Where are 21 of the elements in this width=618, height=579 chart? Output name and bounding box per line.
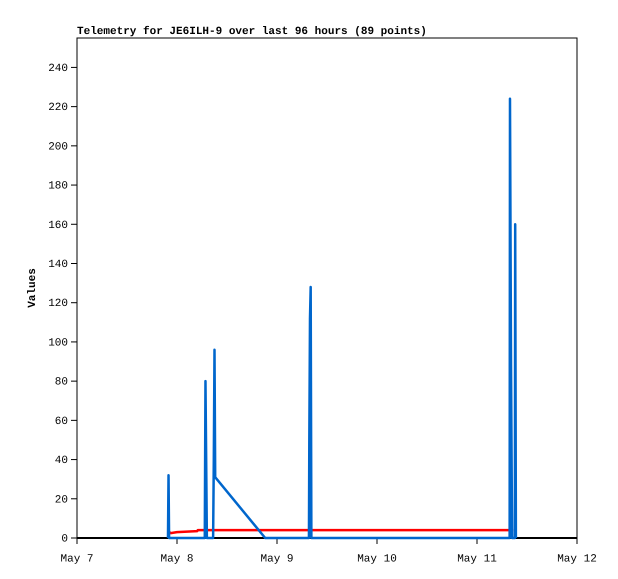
y-tick-label: 120 xyxy=(48,298,68,310)
y-tick-label: 60 xyxy=(54,416,68,428)
x-tick-label: May 8 xyxy=(160,553,194,566)
y-tick-label: 240 xyxy=(48,62,68,75)
x-tick-label: May 12 xyxy=(557,553,597,566)
x-tick-label: May 11 xyxy=(457,553,498,566)
y-tick-label: 160 xyxy=(48,220,68,232)
x-tick-label: May 9 xyxy=(260,553,294,566)
chart-title: Telemetry for JE6ILH-9 over last 96 hours (89 points) xyxy=(77,25,427,38)
y-tick-label: 40 xyxy=(54,455,68,468)
x-tick-label: May 7 xyxy=(60,553,94,566)
x-tick-label: May 10 xyxy=(357,553,397,566)
y-tick-label: 80 xyxy=(54,376,68,389)
y-tick-label: 100 xyxy=(48,337,68,350)
y-tick-label: 180 xyxy=(48,180,68,193)
y-tick-label: 0 xyxy=(61,534,68,546)
y-tick-label: 140 xyxy=(48,259,68,272)
y-tick-label: 220 xyxy=(48,102,68,114)
y-tick-label: 200 xyxy=(48,141,68,154)
y-tick-label: 20 xyxy=(54,494,68,506)
y-axis-title: Values xyxy=(27,268,39,308)
